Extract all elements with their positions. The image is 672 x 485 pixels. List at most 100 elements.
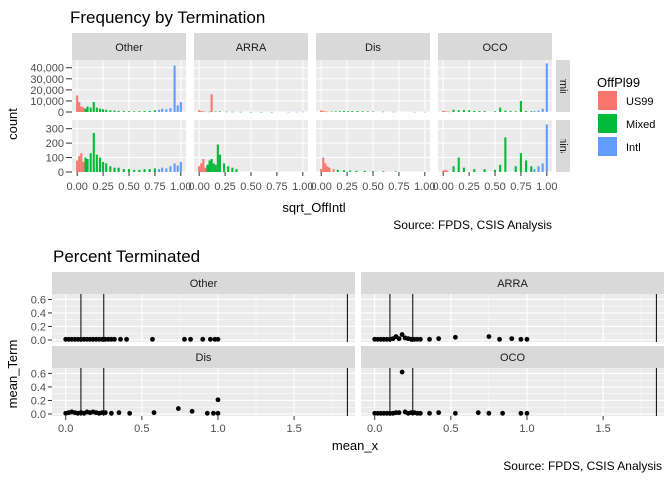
x-tick-label: 1.0 xyxy=(210,423,225,435)
histogram-bar-mixed xyxy=(102,161,105,172)
histogram-bar-us99 xyxy=(78,156,81,172)
histogram-bar-mixed xyxy=(493,111,497,112)
facet-strip-bg xyxy=(316,33,430,60)
scatter-point xyxy=(518,336,524,342)
histogram-bar-us99 xyxy=(446,170,449,172)
histogram-bar-us99 xyxy=(80,153,83,172)
histogram-bar-mixed xyxy=(117,110,120,112)
histogram-bar-intl xyxy=(295,111,298,113)
histogram-bar-mixed xyxy=(336,169,339,172)
histogram-bar-mixed xyxy=(483,111,486,112)
histogram-bar-mixed xyxy=(260,111,263,113)
histogram-bar-intl xyxy=(158,169,161,172)
histogram-bar-mixed xyxy=(148,110,151,112)
scatter-point xyxy=(436,410,442,416)
x-tick-label: 0.0 xyxy=(367,423,382,435)
histogram-bar-us99 xyxy=(448,111,451,113)
histogram-bar-mixed xyxy=(347,111,350,112)
x-tick-label: 0.50 xyxy=(118,181,139,193)
histogram-bar-us99 xyxy=(204,167,207,172)
histogram-bar-intl xyxy=(176,165,179,172)
histogram-bar-us99 xyxy=(324,111,327,112)
histogram-bar-intl xyxy=(301,111,304,113)
scatter-point xyxy=(210,410,216,416)
histogram-bar-mixed xyxy=(392,111,395,113)
facet-strip-arra: ARRA xyxy=(194,33,308,60)
x-tick-label: 1.0 xyxy=(519,423,534,435)
facet-strip-oco: OCO xyxy=(438,33,552,60)
legend: OffPl99 US99 Mixed Intl xyxy=(597,75,655,156)
facet-strip-other: Other xyxy=(72,33,186,60)
histogram-bar-mixed xyxy=(109,166,112,172)
histogram-bar-intl xyxy=(413,111,416,113)
scatter-point xyxy=(486,334,492,339)
legend-swatch-intl xyxy=(598,137,617,156)
facet-strip-label: Other xyxy=(115,42,143,54)
histogram-bar-mixed xyxy=(249,111,253,113)
histogram-bar-intl xyxy=(533,111,536,112)
x-tick-label: 1.00 xyxy=(292,181,313,193)
histogram-bar-mixed xyxy=(95,107,98,112)
scatter-point xyxy=(427,336,432,342)
scatter-point xyxy=(175,406,181,411)
scatter-point xyxy=(453,410,458,416)
histogram-bar-mixed xyxy=(499,164,502,172)
histogram-bar-mixed xyxy=(105,109,108,112)
x-tick-label: 0.50 xyxy=(362,181,383,193)
histogram-bar-mixed xyxy=(133,111,136,112)
scatter-panel-oco: OCO xyxy=(361,346,664,416)
scatter-point xyxy=(204,410,210,416)
histogram-bar-mixed xyxy=(138,169,141,172)
histogram-bar-mixed xyxy=(478,111,481,112)
scatter-point xyxy=(207,336,213,342)
facet-strip-dis: Dis xyxy=(316,33,430,60)
frequency-chart: Frequency by Termination count sqrt_OffI… xyxy=(5,8,655,232)
y-tick-label: 100 xyxy=(46,153,64,165)
histogram-bar-intl xyxy=(179,102,182,112)
histogram-bar-mixed xyxy=(363,170,366,172)
facet-panel-unterminated-dis xyxy=(316,60,430,113)
histogram-bar-intl xyxy=(423,111,426,113)
histogram-bar-mixed xyxy=(382,111,385,113)
histogram-bar-mixed xyxy=(452,109,455,112)
histogram-bar-us99 xyxy=(324,163,327,172)
x-tick-label: 0.00 xyxy=(432,181,453,193)
histogram-bar-mixed xyxy=(218,154,221,172)
scatter-point xyxy=(396,410,402,416)
histogram-bar-mixed xyxy=(371,171,375,172)
histogram-bar-us99 xyxy=(78,102,81,112)
histogram-bar-us99 xyxy=(322,111,325,112)
histogram-bar-mixed xyxy=(122,169,125,172)
histogram-bar-mixed xyxy=(361,111,364,112)
panel-background xyxy=(361,368,664,416)
histogram-bar-us99 xyxy=(82,161,85,172)
histogram-bar-intl xyxy=(161,108,164,112)
scatter-point xyxy=(124,336,130,342)
histogram-bar-us99 xyxy=(332,169,335,172)
y-tick-label: 0.6 xyxy=(31,294,46,306)
x-tick-label: 1.5 xyxy=(286,423,301,435)
histogram-bar-us99 xyxy=(326,111,329,113)
histogram-bar-us99 xyxy=(320,110,323,112)
x-tick-label: 1.5 xyxy=(595,423,610,435)
facet-row-strip-bg xyxy=(556,120,570,172)
histogram-bar-us99 xyxy=(320,169,323,172)
histogram-bar-intl xyxy=(158,109,161,112)
x-tick-label: 0.25 xyxy=(458,181,479,193)
x-tick-label: 0.75 xyxy=(388,181,409,193)
scatter-point xyxy=(399,332,405,337)
histogram-bar-mixed xyxy=(227,166,230,172)
y-tick-label: 40,000 xyxy=(30,63,64,75)
histogram-bar-us99 xyxy=(200,111,203,112)
histogram-bar-mixed xyxy=(504,110,507,112)
x-tick-label: 0.00 xyxy=(310,181,331,193)
scatter-point xyxy=(509,336,515,342)
scatter-point xyxy=(150,336,155,342)
histogram-bar-intl xyxy=(537,110,540,112)
histogram-bar-us99 xyxy=(76,160,79,172)
scatter-point xyxy=(182,336,187,342)
histogram-bar-intl xyxy=(541,108,544,112)
facet-strip-label: OCO xyxy=(500,352,526,364)
